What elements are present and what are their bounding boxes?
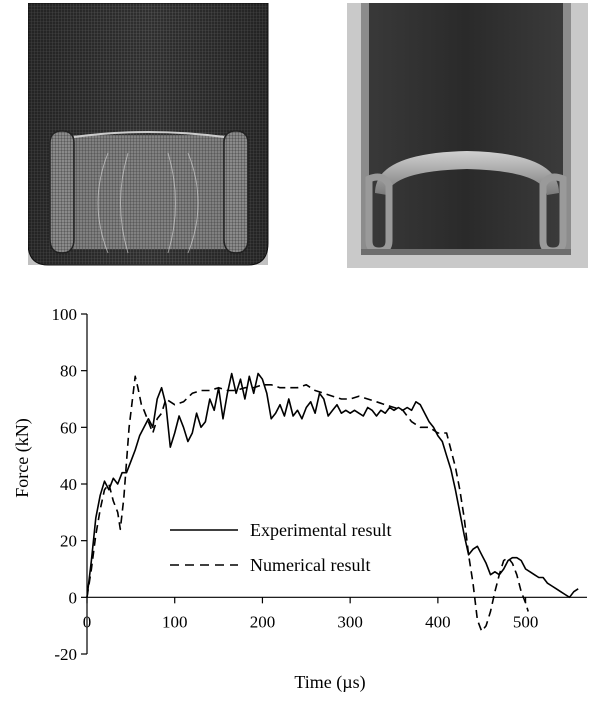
- y-axis-title: Force (kN): [12, 418, 33, 497]
- y-tick-labels: -20 0 20 40 60 80 100: [52, 305, 78, 664]
- legend-label-numerical: Numerical result: [250, 555, 370, 575]
- y-tick-label: 60: [60, 418, 77, 437]
- x-tick-label: 500: [513, 612, 539, 631]
- chart-series: [86, 372, 579, 633]
- force-time-chart: -20 0 20 40 60 80 100 0 100 200 300 400 500 Force (…: [12, 305, 587, 693]
- x-tick-label: 0: [83, 612, 92, 631]
- x-tick-label: 400: [425, 612, 451, 631]
- y-tick-label: -20: [54, 645, 77, 664]
- specimen-photo-drawing: [347, 3, 588, 268]
- mesh-model-image: [28, 3, 274, 269]
- y-tick-label: 20: [60, 532, 77, 551]
- x-tick-labels: 0 100 200 300 400 500: [83, 612, 539, 631]
- x-axis-title: Time (µs): [294, 672, 365, 693]
- mesh-model-drawing: [28, 3, 269, 266]
- y-tick-label: 100: [52, 305, 78, 324]
- x-tick-label: 100: [162, 612, 188, 631]
- legend-label-experimental: Experimental result: [250, 520, 391, 540]
- chart-legend: Experimental result Numerical result: [170, 520, 391, 575]
- y-tick-label: 0: [69, 588, 78, 607]
- x-tick-label: 300: [337, 612, 363, 631]
- specimen-photo-image: [347, 3, 588, 268]
- x-tick-label: 200: [250, 612, 276, 631]
- y-tick-label: 80: [60, 362, 77, 381]
- series-line-experimental: [86, 372, 579, 599]
- chart-axes: [81, 313, 587, 655]
- y-tick-label: 40: [60, 475, 77, 494]
- series-line-numerical: [86, 375, 529, 633]
